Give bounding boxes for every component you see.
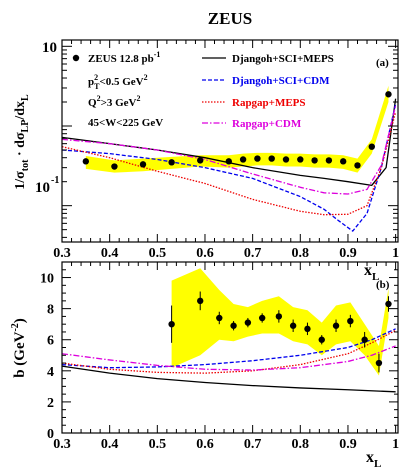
curve-djangoh-sci-meps — [61, 98, 397, 186]
data-point — [311, 157, 318, 164]
panel-b-x-tick-labels: 0.3 0.4 0.5 0.6 0.7 0.8 0.9 1 — [53, 437, 399, 452]
uncertainty-band — [171, 268, 389, 376]
data-point — [139, 161, 147, 168]
panel-b-xlabel: xL — [366, 449, 381, 470]
legend-label-djangoh-meps: Djangoh+SCI+MEPS — [232, 53, 334, 65]
y-tick-label: 8 — [47, 303, 54, 318]
panel-a-ytick-0.1: 10 — [35, 180, 50, 196]
x-tick-label: 0.6 — [196, 437, 214, 452]
x-tick-label: 0.3 — [53, 246, 71, 261]
data-point — [385, 91, 392, 98]
panel-a-ylabel: 1/σtot · dσLP/dxL — [13, 94, 31, 190]
data-point — [197, 297, 204, 305]
x-tick-label: 0.7 — [244, 246, 262, 261]
data-point — [230, 322, 237, 329]
x-tick-label: 0.9 — [339, 437, 357, 452]
y-tick-label: 2 — [47, 396, 54, 411]
data-point — [325, 157, 333, 164]
panel-a: 10 10 -1 (a) 1/σtot · dσLP/dxL ZEUS 12.8… — [13, 39, 399, 283]
chart-title: ZEUS — [208, 9, 252, 28]
legend-data-marker — [72, 54, 80, 62]
x-tick-label: 0.4 — [101, 437, 119, 452]
data-point — [268, 155, 275, 162]
panel-b-y-tick-labels: 0 2 4 6 8 10 — [40, 272, 54, 442]
x-tick-label: 0.7 — [244, 437, 262, 452]
data-point — [244, 319, 252, 326]
panel-a-xlabel: xL — [364, 262, 379, 283]
data-point — [254, 155, 261, 162]
x-tick-label: 0.8 — [292, 437, 310, 452]
data-point — [111, 163, 118, 170]
data-point — [275, 313, 283, 320]
panel-b-frame — [61, 261, 399, 434]
panel-a-tag: (a) — [376, 57, 389, 69]
panel-a-data-points — [82, 91, 392, 170]
data-point — [368, 143, 375, 150]
y-tick-label: 6 — [47, 334, 54, 349]
data-point — [385, 300, 392, 308]
legend-cut-w: 45<W<225 GeV — [88, 117, 163, 129]
x-tick-label: 0.6 — [196, 246, 214, 261]
x-tick-label: 0.5 — [149, 246, 167, 261]
panel-b-uncertainty-band — [171, 268, 389, 376]
curve-rapgap-cdm — [61, 105, 397, 195]
curve-djangoh-sci-cdm — [61, 103, 397, 232]
data-point — [332, 322, 340, 329]
x-tick-label: 0.3 — [53, 437, 71, 452]
data-point — [168, 159, 175, 166]
x-tick-label: 0.4 — [101, 246, 119, 261]
panel-a-y-ticks — [62, 45, 398, 238]
legend-label-djangoh-cdm: Djangoh+SCI+CDM — [232, 75, 330, 87]
x-tick-label: 0.9 — [339, 246, 357, 261]
x-tick-label: 0.5 — [149, 437, 167, 452]
legend-label-rapgap-cdm: Rapgap+CDM — [232, 118, 302, 130]
y-tick-label: 0 — [47, 427, 54, 442]
data-point — [197, 157, 204, 164]
x-tick-label: 0.8 — [292, 246, 310, 261]
legend-data-label: ZEUS 12.8 pb-1 — [88, 50, 160, 65]
panel-a-x-ticks — [61, 40, 397, 242]
data-point — [225, 158, 233, 165]
panel-b-x-ticks — [61, 262, 397, 433]
curve-rapgap-meps — [61, 329, 396, 374]
x-tick-label: 1 — [392, 246, 399, 261]
legend-cut-q2: Q2>3 GeV2 — [88, 94, 140, 109]
data-point — [216, 314, 223, 322]
panel-a-legend: ZEUS 12.8 pb-1 p2 T<0.5 GeV2 Q2>3 GeV2 45… — [72, 50, 334, 130]
panel-b: 0 2 4 6 8 10 (b) b (GeV-2) 0.3 0.4 0.5 0.6 0.7 0.8… — [10, 261, 399, 470]
panel-b-data-points — [168, 291, 392, 373]
data-point — [289, 322, 297, 329]
data-point — [318, 336, 325, 343]
data-point — [375, 359, 383, 367]
y-tick-label: 4 — [47, 365, 54, 380]
data-point — [339, 158, 347, 165]
panel-a-x-tick-labels: 0.3 0.4 0.5 0.6 0.7 0.8 0.9 1 — [53, 246, 399, 261]
data-point — [239, 156, 247, 163]
panel-b-tag: (b) — [376, 279, 390, 291]
panel-a-ytick-10: 10 — [42, 40, 57, 56]
legend-cut-pt: p2 T<0.5 GeV2 — [88, 73, 148, 91]
panel-b-y-ticks — [62, 261, 398, 434]
panel-a-ytick-0.1-exponent: -1 — [51, 175, 59, 186]
data-point — [347, 317, 354, 325]
data-point — [304, 325, 311, 333]
panel-a-frame — [61, 39, 399, 243]
data-point — [258, 314, 266, 322]
data-point — [354, 162, 361, 169]
curve-djangoh-sci-meps — [61, 365, 396, 393]
data-point — [297, 156, 304, 163]
data-point — [361, 336, 368, 343]
panel-b-ylabel: b (GeV-2) — [10, 318, 28, 378]
legend-label-rapgap-meps: Rapgap+MEPS — [232, 97, 306, 109]
x-tick-label: 1 — [392, 437, 399, 452]
y-tick-label: 10 — [40, 272, 54, 287]
data-point — [82, 158, 90, 165]
data-point — [168, 320, 175, 328]
data-point — [282, 156, 290, 163]
curve-rapgap-cdm — [61, 345, 396, 371]
